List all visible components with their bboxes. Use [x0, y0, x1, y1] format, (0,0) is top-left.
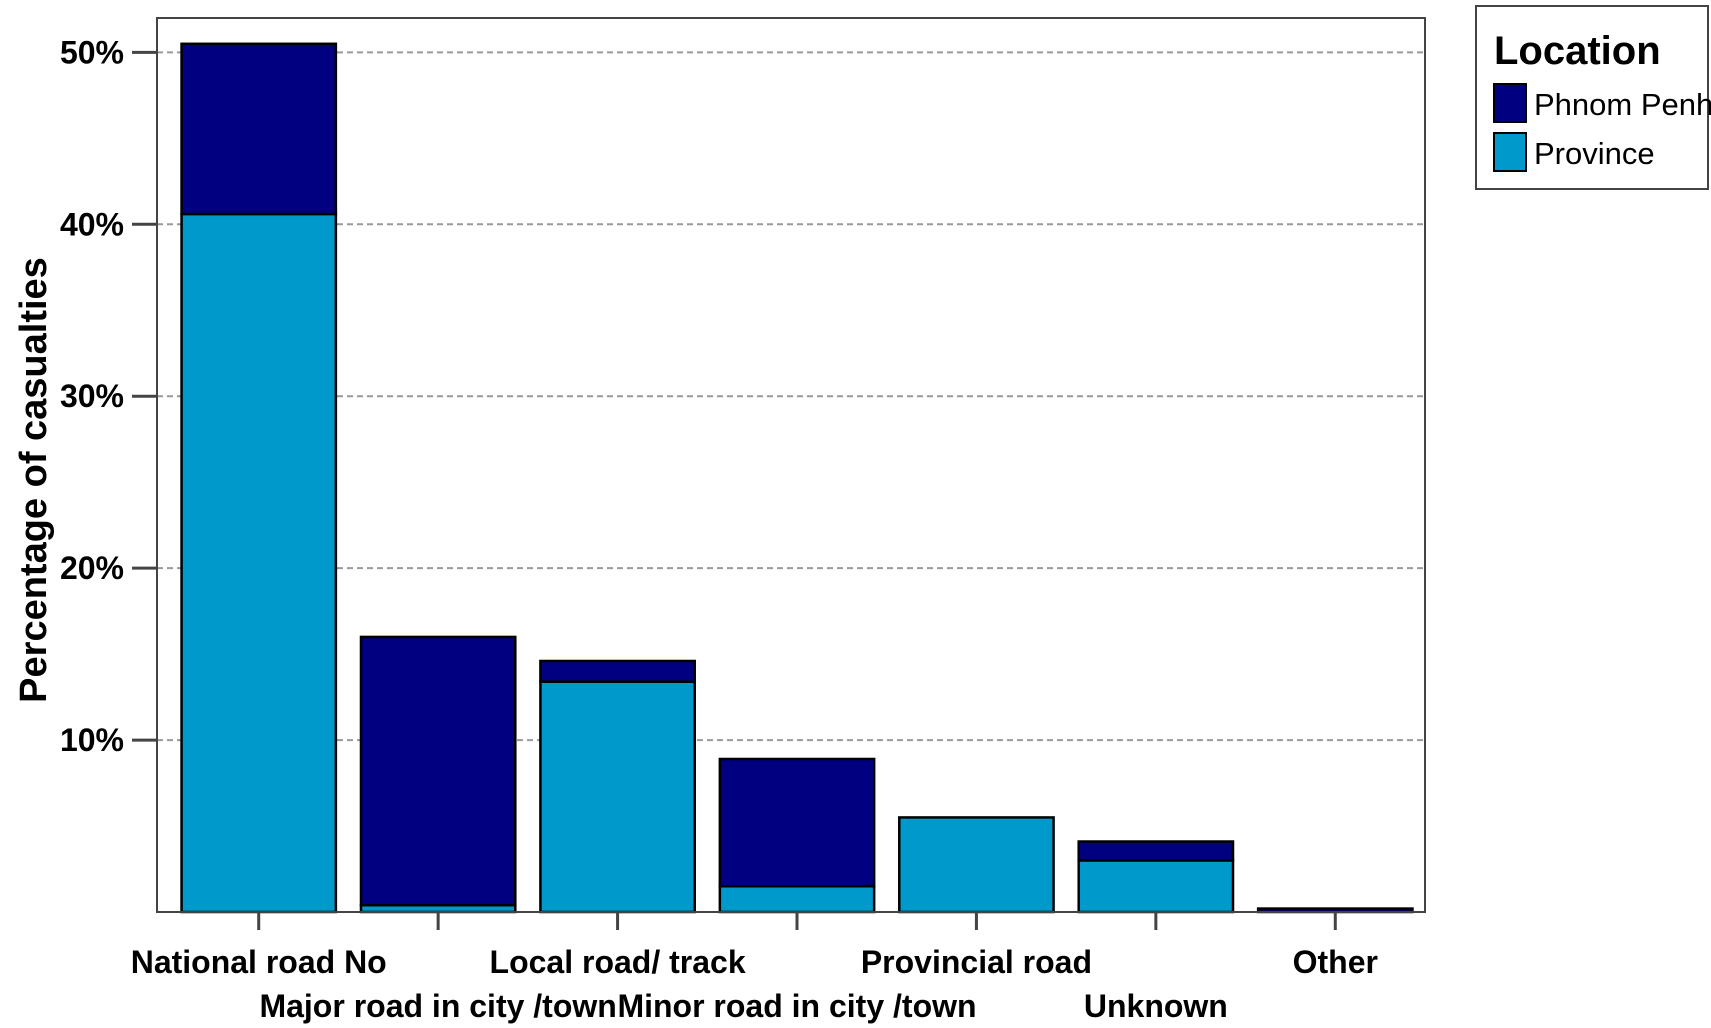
- y-tick-label: 10%: [60, 722, 124, 758]
- bar-segment-phnom-penh: [1077, 840, 1235, 862]
- legend-entry-label: Phnom Penh: [1534, 87, 1711, 122]
- legend-swatch: [1493, 132, 1527, 172]
- x-category-label: National road No: [131, 944, 387, 980]
- x-category-label: Major road in city /town: [259, 988, 616, 1024]
- bar-segment-phnom-penh: [180, 42, 338, 216]
- bar-segment-phnom-penh: [718, 757, 876, 888]
- y-tick-label: 30%: [60, 378, 124, 414]
- y-tick-label: 50%: [60, 34, 124, 70]
- gridlines: [157, 51, 1425, 742]
- x-category-label: Unknown: [1084, 988, 1228, 1024]
- bars: [180, 42, 1414, 914]
- y-axis-title: Percentage of casualties: [13, 257, 55, 703]
- legend-title: Location: [1494, 29, 1661, 73]
- bar-segment-province: [180, 212, 338, 914]
- legend: Location Phnom Penh Province: [1475, 5, 1711, 190]
- bar-segment-phnom-penh: [359, 635, 517, 907]
- x-category-label: Provincial road: [861, 944, 1092, 980]
- x-axis: National road No Major road in city /town…: [131, 912, 1378, 1024]
- bar-segment-phnom-penh: [539, 659, 696, 683]
- bar-segment-province: [539, 680, 696, 914]
- y-tick-label: 20%: [60, 550, 124, 586]
- bar-segment-province: [1077, 859, 1235, 914]
- bar-segment-province: [718, 884, 876, 914]
- y-tick-label: 40%: [60, 206, 124, 242]
- y-axis: 10% 20% 30% 40% 50%: [60, 34, 157, 758]
- plot-area-frame: [156, 17, 1426, 913]
- x-category-label: Minor road in city /town: [617, 988, 976, 1024]
- legend-entry-label: Province: [1534, 136, 1655, 171]
- x-category-label: Other: [1293, 944, 1378, 980]
- x-category-label: Local road/ track: [490, 944, 746, 980]
- legend-swatch: [1493, 83, 1527, 123]
- bar-segment-province: [898, 816, 1055, 914]
